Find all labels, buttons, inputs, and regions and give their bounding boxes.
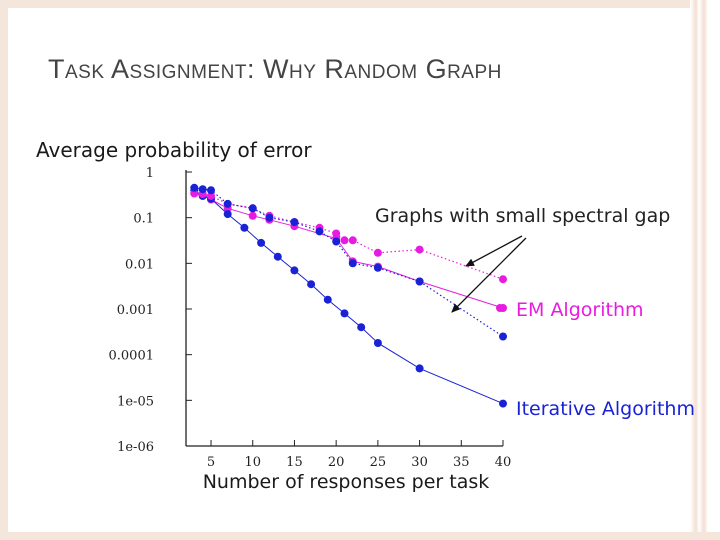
annotation-spectral-gap: Graphs with small spectral gap xyxy=(375,205,670,227)
data-point xyxy=(290,218,299,227)
data-point xyxy=(257,238,266,247)
data-point xyxy=(207,191,215,200)
data-point xyxy=(373,263,382,272)
data-point xyxy=(415,277,424,286)
arrow-to-iterative-dotted xyxy=(451,237,527,313)
x-tick-label: 15 xyxy=(286,455,303,470)
chart-panel xyxy=(22,128,690,496)
data-point xyxy=(373,339,382,347)
x-tick-label: 40 xyxy=(495,455,512,470)
data-point xyxy=(499,332,507,341)
data-point xyxy=(357,323,366,332)
y-tick-label: 0.001 xyxy=(117,303,154,318)
data-point xyxy=(348,259,357,268)
data-point xyxy=(240,223,249,232)
chart-title: Average probability of error xyxy=(36,138,312,162)
data-point xyxy=(315,227,324,236)
data-point xyxy=(290,266,299,275)
data-point xyxy=(340,236,349,245)
data-point xyxy=(198,185,207,194)
slide-frame-left xyxy=(0,0,8,540)
y-tick-label: 1e-05 xyxy=(117,394,154,409)
x-tick-label: 10 xyxy=(244,455,261,470)
data-point xyxy=(190,189,199,198)
data-point xyxy=(373,248,382,257)
series-layer xyxy=(190,183,507,408)
slide-frame-bottom xyxy=(0,532,720,540)
data-point xyxy=(248,211,257,220)
x-tick-label: 5 xyxy=(207,455,215,470)
slide-frame-right xyxy=(690,0,720,540)
data-point xyxy=(223,199,232,208)
x-axis-label: Number of responses per task xyxy=(203,471,490,493)
data-point xyxy=(273,252,282,261)
annotation-em-algorithm: EM Algorithm xyxy=(516,299,644,321)
data-point xyxy=(332,237,341,246)
x-tick-label: 30 xyxy=(411,455,428,470)
x-tick-label: 35 xyxy=(453,455,470,470)
data-point xyxy=(307,280,316,289)
axes: 1 0.1 0.01 0.001 0.0001 1e-05 1e-06 5 10 15 20 25 30… xyxy=(109,166,512,470)
em-legend-dot xyxy=(496,304,504,312)
data-point xyxy=(190,183,199,192)
data-point xyxy=(248,204,257,213)
slide-title: Task Assignment: Why Random Graph xyxy=(48,54,502,84)
y-tick-label: 1e-06 xyxy=(117,440,154,455)
y-tick-label: 0.01 xyxy=(125,257,154,272)
x-tick-label: 25 xyxy=(370,455,387,470)
data-point xyxy=(499,399,507,408)
data-point xyxy=(332,229,341,238)
x-tick-label: 20 xyxy=(328,455,345,470)
slide-frame-top xyxy=(0,0,720,8)
annotation-iterative-algorithm: Iterative Algorithm xyxy=(516,398,695,420)
data-point xyxy=(265,213,274,222)
data-point xyxy=(348,236,357,245)
data-point xyxy=(415,364,424,373)
data-point xyxy=(207,186,215,195)
series-3 xyxy=(190,183,507,341)
data-point xyxy=(415,245,424,254)
data-point xyxy=(499,275,507,284)
data-point xyxy=(323,295,332,304)
series-1 xyxy=(190,186,507,408)
arrow-to-em-dotted xyxy=(465,235,523,267)
data-point xyxy=(223,210,232,219)
annotation-layer: Graphs with small spectral gap EM Algorit… xyxy=(375,205,695,420)
y-tick-label: 1 xyxy=(146,166,154,181)
data-point xyxy=(340,309,349,318)
y-tick-label: 0.1 xyxy=(133,212,154,227)
y-tick-label: 0.0001 xyxy=(109,349,155,364)
